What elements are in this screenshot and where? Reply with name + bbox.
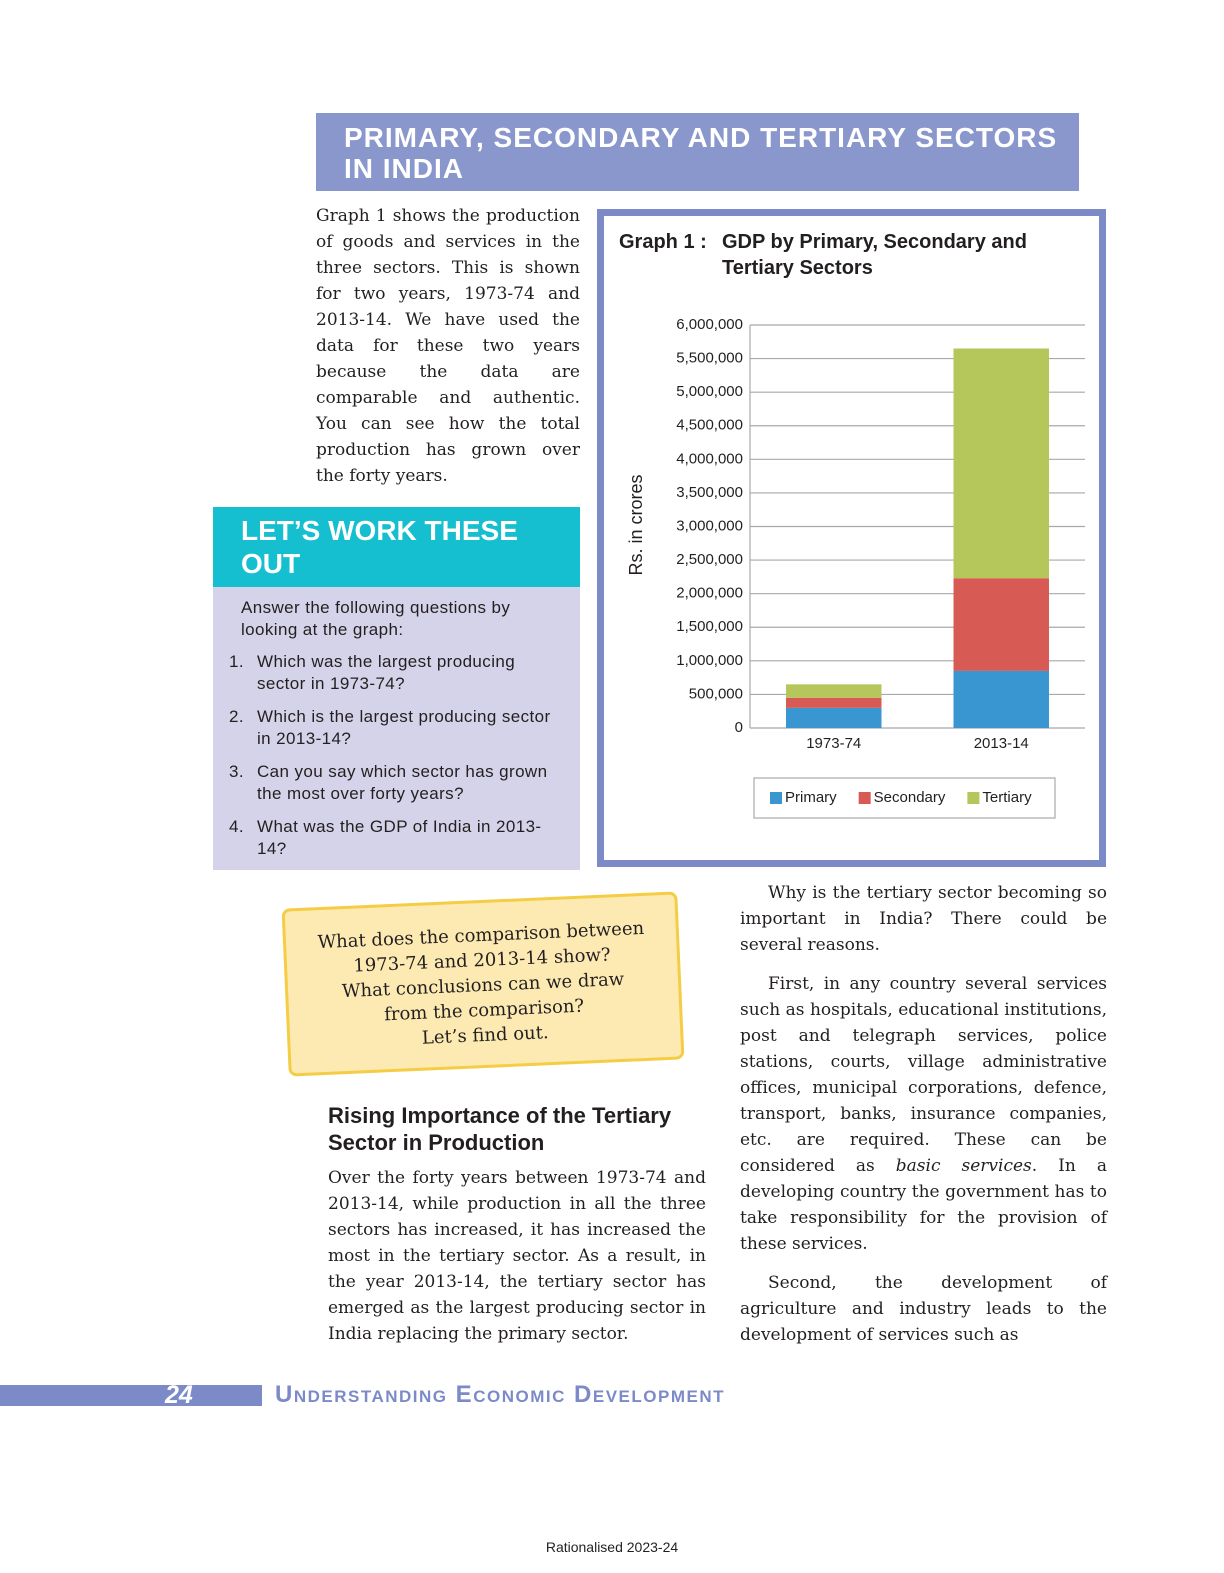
question: 3. Can you say which sector has grown the… (229, 761, 552, 805)
text: Why is the tertiary sector becoming so i… (740, 883, 1107, 955)
y-axis-label: Rs. in crores (626, 474, 646, 575)
question-number: 3. (229, 762, 244, 781)
intro-paragraph: Graph 1 shows the production of goods an… (316, 206, 580, 486)
graph-label: Graph 1 : (619, 231, 707, 253)
question-text: Which is the largest producing sector in… (257, 707, 551, 748)
bar-segment (953, 578, 1049, 671)
legend-label: Primary (785, 789, 837, 806)
question-text: Which was the largest producing sector i… (257, 652, 516, 693)
legend-label: Secondary (874, 789, 946, 806)
y-tick-label: 500,000 (689, 685, 743, 702)
y-tick-label: 2,500,000 (676, 551, 743, 568)
y-tick-label: 3,500,000 (676, 484, 743, 501)
footer-note: Rationalised 2023-24 (545, 1539, 679, 1555)
bar-segment (953, 348, 1049, 579)
bar-segment (786, 697, 882, 708)
question: 4. What was the GDP of India in 2013-14? (229, 816, 552, 860)
graph-frame (597, 209, 1106, 867)
x-tick-label: 2013-14 (974, 735, 1029, 752)
book-title: Understanding Economic Development (275, 1381, 725, 1408)
legend-box (753, 777, 1056, 819)
activity-prompt: Answer the following questions by lookin… (241, 598, 511, 639)
text: Second, the development of agriculture a… (740, 1273, 1107, 1345)
footer-band (0, 1385, 262, 1406)
text: . In a developing country the government… (740, 1156, 1108, 1254)
y-tick-label: 5,000,000 (676, 383, 743, 400)
y-tick-label: 4,500,000 (676, 417, 743, 434)
activity-title: LET’S WORK THESE OUT (213, 507, 580, 587)
x-tick-label: 1973-74 (806, 735, 861, 752)
paragraph: Second, the development of agriculture a… (740, 1270, 1107, 1348)
y-tick-label: 6,000,000 (676, 316, 743, 333)
section-title: PRIMARY, SECONDARY AND TERTIARY SECTORS … (316, 113, 1079, 191)
question-number: 2. (229, 707, 244, 726)
y-tick-label: 5,500,000 (676, 350, 743, 367)
paragraph: First, in any country several services s… (740, 971, 1107, 1257)
legend-swatch (967, 792, 980, 804)
question-text: What was the GDP of India in 2013-14? (257, 817, 542, 858)
legend-swatch (858, 792, 871, 804)
y-tick-label: 4,000,000 (676, 450, 743, 467)
legend-label: Tertiary (982, 789, 1032, 806)
page-number: 24 (165, 1381, 193, 1409)
y-tick-label: 2,000,000 (676, 585, 743, 602)
emphasis: basic services (895, 1156, 1032, 1176)
question: 1. Which was the largest producing sector… (229, 651, 552, 695)
bar-segment (786, 707, 882, 728)
paragraph: Why is the tertiary sector becoming so i… (740, 880, 1107, 958)
y-tick-label: 1,500,000 (676, 618, 743, 635)
paragraph: Over the forty years between 1973-74 and… (328, 1168, 706, 1344)
callout: What does the comparison between 1973-74… (281, 891, 685, 1077)
y-tick-label: 3,000,000 (676, 517, 743, 534)
activity-box: Answer the following questions by lookin… (213, 587, 580, 870)
y-tick-label: 0 (735, 719, 743, 736)
y-tick-label: 1,000,000 (676, 652, 743, 669)
subheading: Rising Importance of the Tertiary Sector… (328, 1103, 672, 1155)
question-text: Can you say which sector has grown the m… (257, 762, 548, 803)
question-number: 4. (229, 817, 244, 836)
bar-segment (786, 684, 882, 698)
chart: 0 500,000 1,000,000 1,500,000 2,000,000 2,500… (626, 316, 1085, 819)
question-number: 1. (229, 652, 244, 671)
text: First, in any country several services s… (740, 974, 1107, 1176)
legend-swatch (770, 792, 782, 804)
right-column: Why is the tertiary sector becoming so i… (740, 880, 1107, 1361)
bar-segment (953, 670, 1049, 728)
graph-title: Graph 1 : GDP by Primary, Secondary and … (619, 229, 1069, 281)
chart-title: GDP by Primary, Secondary and Tertiary S… (722, 231, 1027, 279)
question: 2. Which is the largest producing sector … (229, 706, 552, 750)
